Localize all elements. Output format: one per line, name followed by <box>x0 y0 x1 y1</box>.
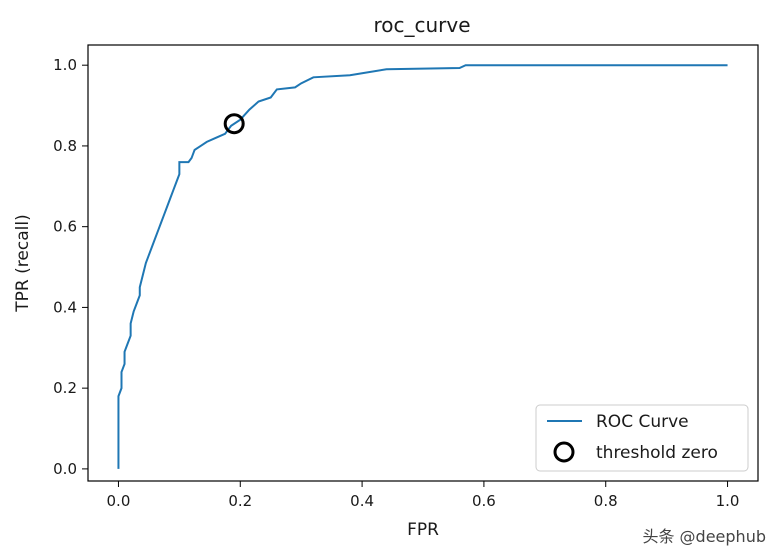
y-axis: 0.0 0.2 0.4 0.6 0.8 1.0 <box>53 56 88 478</box>
watermark: 头条 @deephub <box>642 527 766 546</box>
legend-label-roc-curve: ROC Curve <box>596 412 689 432</box>
x-tick-label-3: 0.6 <box>472 492 496 510</box>
threshold-zero-marker <box>223 113 245 135</box>
y-tick-label-0: 0.0 <box>53 460 77 478</box>
legend-label-threshold-zero: threshold zero <box>596 443 718 463</box>
x-axis-label: FPR <box>407 520 439 540</box>
y-tick-label-3: 0.6 <box>53 218 77 236</box>
y-tick-label-1: 0.2 <box>53 379 77 397</box>
y-tick-label-5: 1.0 <box>53 56 77 74</box>
y-axis-label: TPR (recall) <box>13 214 33 312</box>
legend-box <box>535 404 749 472</box>
x-tick-label-5: 1.0 <box>716 492 740 510</box>
chart-title: roc_curve <box>373 13 470 37</box>
x-tick-label-2: 0.4 <box>350 492 374 510</box>
x-tick-label-4: 0.8 <box>594 492 618 510</box>
legend: ROC Curve threshold zero <box>535 404 749 472</box>
plot-area-frame <box>87 44 759 482</box>
x-tick-label-1: 0.2 <box>228 492 252 510</box>
x-axis: 0.0 0.2 0.4 0.6 0.8 1.0 <box>107 481 740 510</box>
x-tick-label-0: 0.0 <box>107 492 131 510</box>
legend-marker-swatch <box>553 441 575 463</box>
roc-curve-line <box>117 64 728 469</box>
y-tick-label-4: 0.8 <box>53 137 77 155</box>
y-tick-label-2: 0.4 <box>53 298 77 316</box>
